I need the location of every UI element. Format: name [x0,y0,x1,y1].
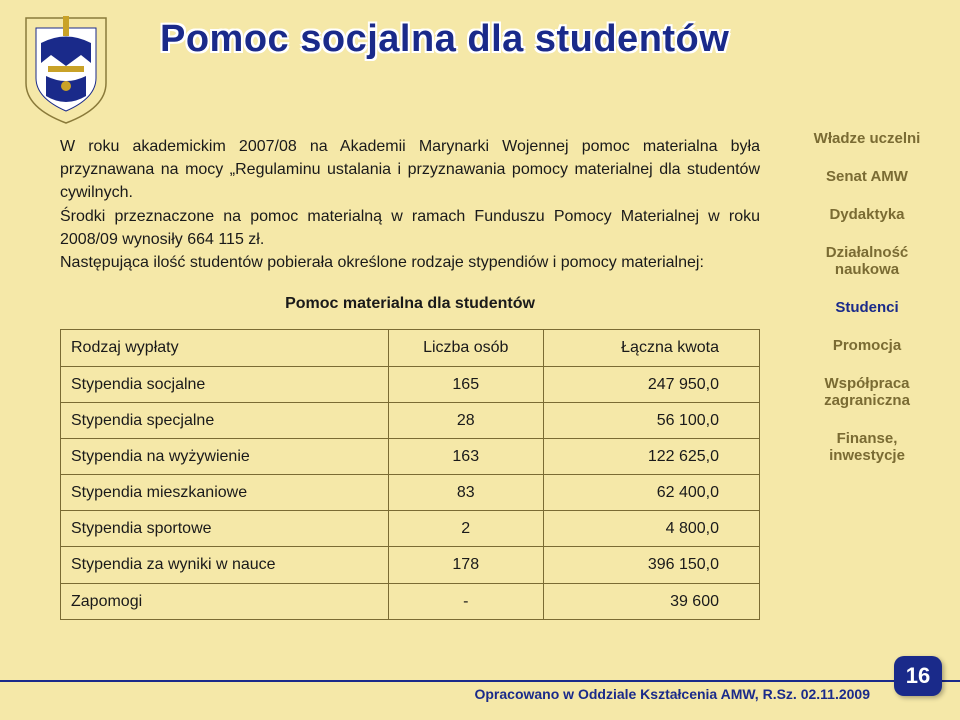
row-amount: 39 600 [543,583,759,619]
sidebar-item-wspolpraca[interactable]: Współpraca zagraniczna [802,375,932,409]
stipends-table: Rodzaj wypłaty Liczba osób Łączna kwota … [60,329,760,620]
sidebar-item-senat[interactable]: Senat AMW [802,168,932,185]
row-name: Stypendia specjalne [61,402,389,438]
row-amount: 247 950,0 [543,366,759,402]
footer-bar: Opracowano w Oddziale Kształcenia AMW, R… [0,680,960,706]
table-row: Zapomogi - 39 600 [61,583,760,619]
row-name: Stypendia socjalne [61,366,389,402]
paragraph-1: W roku akademickim 2007/08 na Akademii M… [60,135,760,205]
slide-page: Pomoc socjalna dla studentów W roku akad… [0,0,960,720]
row-count: 83 [388,475,543,511]
table-title: Pomoc materialna dla studentów [60,292,760,315]
header-amount: Łączna kwota [543,330,759,366]
row-amount: 396 150,0 [543,547,759,583]
row-name: Stypendia za wyniki w nauce [61,547,389,583]
row-name: Stypendia mieszkaniowe [61,475,389,511]
main-content: W roku akademickim 2007/08 na Akademii M… [60,135,760,620]
row-count: 2 [388,511,543,547]
table-row: Stypendia mieszkaniowe 83 62 400,0 [61,475,760,511]
sidebar-item-promocja[interactable]: Promocja [802,337,932,354]
sidebar-nav: Władze uczelni Senat AMW Dydaktyka Dział… [802,130,932,464]
sidebar-item-finanse[interactable]: Finanse, inwestycje [802,430,932,464]
row-count: 28 [388,402,543,438]
sidebar-item-dzialalnosc[interactable]: Działalność naukowa [802,244,932,278]
paragraph-3: Następująca ilość studentów pobierała ok… [60,251,760,274]
amw-crest-logo [16,8,116,128]
row-count: 178 [388,547,543,583]
header-count: Liczba osób [388,330,543,366]
table-row: Stypendia za wyniki w nauce 178 396 150,… [61,547,760,583]
sidebar-item-dydaktyka[interactable]: Dydaktyka [802,206,932,223]
row-count: 165 [388,366,543,402]
page-number-badge: 16 [894,656,942,696]
table-row: Stypendia na wyżywienie 163 122 625,0 [61,438,760,474]
sidebar-item-wladze[interactable]: Władze uczelni [802,130,932,147]
sidebar-item-studenci[interactable]: Studenci [802,299,932,316]
table-row: Stypendia specjalne 28 56 100,0 [61,402,760,438]
table-row: Stypendia sportowe 2 4 800,0 [61,511,760,547]
footer-text: Opracowano w Oddziale Kształcenia AMW, R… [474,686,870,702]
row-name: Zapomogi [61,583,389,619]
row-amount: 56 100,0 [543,402,759,438]
row-count: 163 [388,438,543,474]
table-row: Stypendia socjalne 165 247 950,0 [61,366,760,402]
page-title: Pomoc socjalna dla studentów [160,18,729,61]
row-count: - [388,583,543,619]
row-amount: 4 800,0 [543,511,759,547]
row-amount: 62 400,0 [543,475,759,511]
header-type: Rodzaj wypłaty [61,330,389,366]
row-name: Stypendia sportowe [61,511,389,547]
paragraph-2: Środki przeznaczone na pomoc materialną … [60,205,760,251]
row-name: Stypendia na wyżywienie [61,438,389,474]
table-header-row: Rodzaj wypłaty Liczba osób Łączna kwota [61,330,760,366]
row-amount: 122 625,0 [543,438,759,474]
